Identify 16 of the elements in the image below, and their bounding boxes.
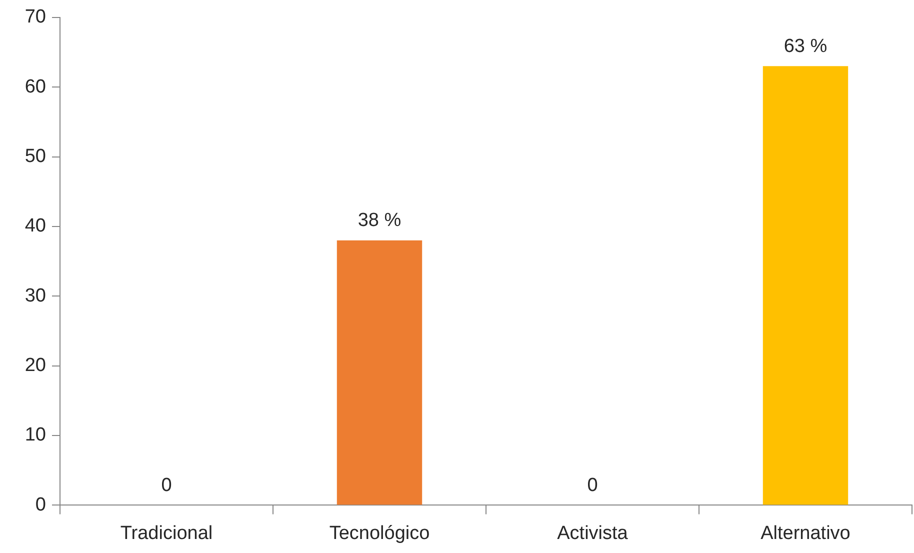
data-label: 63 % (784, 36, 828, 57)
y-tick-label: 60 (24, 76, 46, 98)
x-tick-label: Activista (557, 522, 628, 544)
y-tick-label: 0 (35, 494, 46, 516)
data-label: 0 (587, 474, 598, 496)
x-tick-label: Tecnológico (329, 522, 430, 544)
x-tick-label: Alternativo (760, 522, 850, 544)
y-tick-label: 50 (24, 146, 46, 168)
y-tick-label: 30 (24, 285, 46, 306)
x-tick-label: Tradicional (120, 522, 213, 544)
y-tick-label: 20 (24, 355, 46, 376)
data-label: 0 (161, 474, 172, 496)
y-tick-label: 70 (24, 6, 46, 28)
y-tick-label: 40 (24, 216, 46, 237)
y-tick-label: 10 (24, 424, 46, 446)
data-label: 38 % (358, 210, 402, 232)
